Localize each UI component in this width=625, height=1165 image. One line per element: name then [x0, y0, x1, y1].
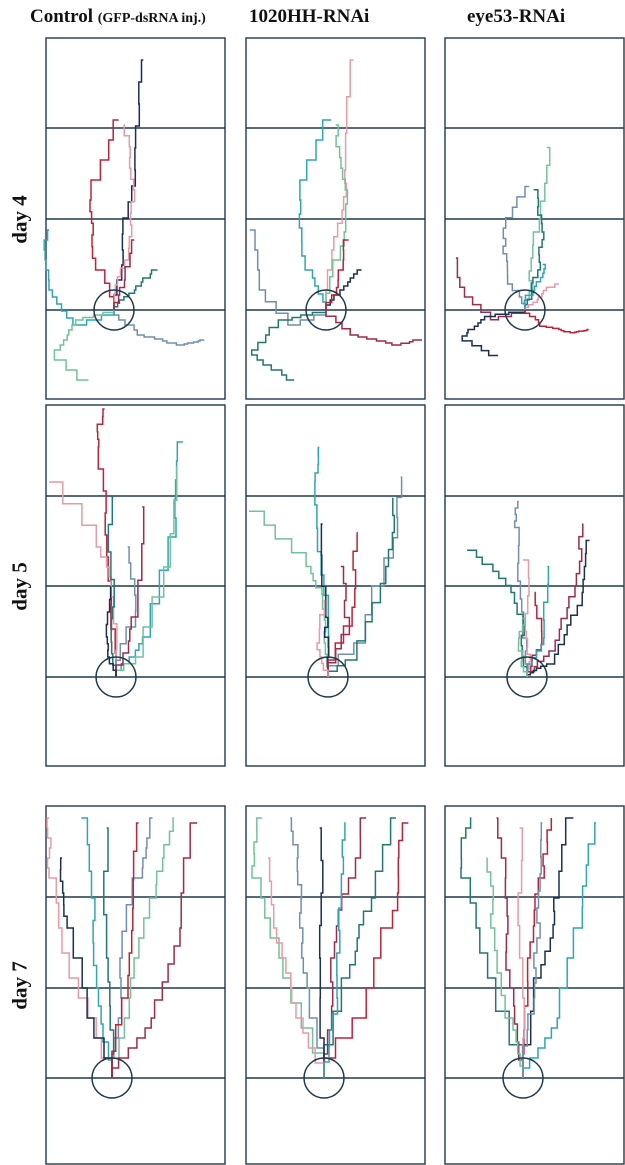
panel-day5-control — [45, 404, 226, 767]
trajectory-track — [113, 239, 135, 310]
start-circle — [504, 289, 546, 331]
column-subtitle-text: (GFP-dsRNA inj.) — [97, 11, 206, 26]
trajectory-track — [323, 817, 396, 1078]
start-circle — [307, 656, 349, 698]
trajectory-track — [323, 822, 346, 1078]
trajectory-track — [113, 269, 158, 310]
trajectory-track — [461, 310, 526, 357]
trajectory-track — [107, 496, 117, 677]
trajectory-track — [325, 310, 422, 346]
column-title-control: Control (GFP-dsRNA inj.) — [30, 6, 206, 28]
trajectory-track — [486, 857, 524, 1078]
start-circle — [502, 1057, 544, 1099]
trajectory-track — [323, 822, 409, 1078]
trajectory-track — [524, 146, 551, 310]
trajectory-track — [111, 822, 139, 1078]
trajectory-track — [59, 857, 113, 1078]
trajectory-track — [81, 817, 113, 1078]
trajectory-track — [526, 539, 590, 677]
trajectory-track — [521, 822, 543, 1078]
trajectory-track — [523, 263, 547, 310]
start-circle — [305, 289, 347, 331]
trajectory-track — [49, 481, 118, 677]
trajectory-track — [323, 817, 367, 1078]
trajectory-track — [524, 283, 559, 310]
trajectory-track — [46, 817, 113, 1078]
panel-day7-control — [45, 805, 226, 1165]
trajectory-track — [327, 476, 403, 677]
trajectory-track — [316, 599, 329, 677]
trajectory-track — [327, 497, 396, 677]
trajectory-track — [455, 257, 526, 321]
trajectory-track — [524, 310, 589, 334]
column-title-text: eye53-RNAi — [467, 6, 566, 27]
trajectory-track — [115, 466, 178, 677]
trajectory-track — [513, 500, 528, 677]
trajectory-track — [496, 817, 524, 1078]
trajectory-track — [327, 531, 358, 677]
trajectory-track — [111, 817, 153, 1078]
trajectory-track — [325, 59, 354, 310]
trajectory-track — [96, 408, 117, 677]
trajectory-track — [103, 827, 115, 1078]
trajectory-track — [111, 817, 174, 1078]
panel-day4-rnai-1020hh — [245, 37, 426, 400]
trajectory-track — [89, 119, 119, 310]
trajectory-track — [298, 119, 332, 310]
trajectory-track — [467, 549, 528, 677]
column-title-text: 1020HH-RNAi — [249, 6, 370, 27]
panel-day7-rnai-1020hh — [245, 805, 426, 1165]
trajectory-track — [115, 506, 145, 677]
panel-day4-rnai-eye53 — [444, 37, 625, 400]
trajectory-track — [249, 229, 327, 326]
panel-day5-rnai-eye53 — [444, 404, 625, 767]
trajectory-track — [113, 59, 144, 310]
start-circle — [93, 289, 135, 331]
trajectory-track — [113, 124, 136, 310]
column-title-1020hh: 1020HH-RNAi — [249, 6, 369, 28]
start-circle — [91, 1057, 133, 1099]
start-circle — [506, 656, 548, 698]
panel-day5-rnai-1020hh — [245, 404, 426, 767]
trajectory-track — [250, 310, 327, 381]
trajectory-track — [517, 827, 525, 1078]
panel-day4-control — [43, 37, 226, 400]
column-title-text: Control — [30, 6, 93, 27]
start-circle — [303, 1057, 345, 1099]
trajectory-track — [113, 310, 205, 346]
trajectory-track — [325, 239, 349, 310]
trajectory-track — [105, 586, 117, 677]
trajectory-track — [325, 269, 362, 310]
panel-frame — [245, 805, 426, 1165]
trajectory-track — [115, 546, 137, 677]
panel-frame — [444, 805, 625, 1165]
trajectory-track — [249, 510, 329, 677]
trajectory-track — [268, 857, 325, 1078]
panel-day7-rnai-eye53 — [444, 805, 625, 1165]
trajectory-track — [290, 817, 325, 1078]
column-title-eye53: eye53-RNAi — [467, 6, 565, 28]
trajectory-track — [43, 229, 115, 326]
trajectory-track — [251, 817, 325, 1078]
trajectory-track — [522, 822, 596, 1078]
trajectory-track — [524, 189, 545, 310]
trajectory-track — [115, 441, 183, 677]
trajectory-track — [318, 827, 325, 1078]
trajectory-track — [53, 310, 115, 381]
start-circle — [95, 656, 137, 698]
trajectory-track — [517, 617, 528, 677]
trajectory-track — [460, 817, 524, 1078]
trajectory-track — [111, 822, 198, 1078]
panel-frame — [45, 805, 226, 1165]
trajectory-track — [325, 124, 349, 310]
trajectory-track — [526, 565, 550, 677]
trajectory-track — [523, 559, 532, 677]
trajectory-track — [314, 446, 330, 677]
